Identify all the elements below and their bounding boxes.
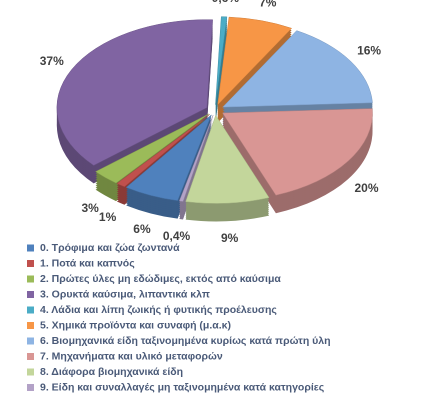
- slice: [178, 115, 214, 202]
- slice: [56, 19, 213, 166]
- data-label: 7%: [259, 0, 277, 10]
- data-label: 0,6%: [212, 0, 240, 5]
- legend-label: 0. Τρόφιμα και ζώα ζωντανά: [40, 242, 180, 254]
- legend-swatch: [27, 384, 34, 391]
- legend-label: 8. Διάφορα βιομηχανικά είδη: [40, 366, 183, 378]
- legend-swatch: [27, 368, 34, 376]
- legend-swatch: [27, 260, 34, 267]
- slice: [125, 114, 212, 201]
- legend-swatch: [27, 337, 34, 345]
- slice: [222, 30, 373, 108]
- slice-side: [215, 22, 227, 111]
- slice: [95, 113, 209, 184]
- slice: [217, 16, 293, 106]
- legend-swatch: [27, 291, 34, 298]
- slice-side: [215, 20, 227, 109]
- data-label: 16%: [357, 44, 381, 58]
- data-label: 0,4%: [163, 229, 191, 243]
- legend-label: 3. Ορυκτά καύσιμα, λιπαντικά κλπ: [40, 288, 210, 300]
- data-label: 1%: [99, 210, 117, 224]
- legend-label: 1. Ποτά και καπνός: [40, 257, 135, 269]
- slice: [222, 108, 373, 196]
- legend-label: 7. Μηχανήματα και υλικό μεταφορών: [40, 350, 223, 362]
- data-label: 9%: [221, 231, 239, 245]
- slice-side: [215, 30, 227, 119]
- slice: [215, 16, 228, 105]
- data-label: 37%: [40, 54, 64, 68]
- legend-label: 6. Βιομηχανικά είδη ταξινομημένα κυρίως …: [40, 335, 331, 347]
- legend-swatch: [27, 322, 34, 329]
- legend-label: 5. Χημικά προϊόντα και συναφή (μ.α.κ): [40, 319, 231, 331]
- legend-label: 4. Λάδια και λίπη ζωικής ή φυτικής προέλ…: [40, 304, 277, 316]
- data-label: 6%: [133, 222, 151, 236]
- data-label: 20%: [355, 181, 379, 195]
- slice-side: [215, 26, 227, 115]
- legend-label: 2. Πρώτες ύλες μη εδώδιμες, εκτός από κα…: [40, 273, 281, 285]
- legend-label: 9. Είδη και συναλλαγές μη ταξινομημένα κ…: [40, 381, 325, 393]
- slice-side: [215, 24, 227, 113]
- legend-swatch: [27, 275, 34, 283]
- slice-side: [215, 28, 227, 117]
- slice: [185, 114, 270, 204]
- data-label: 3%: [82, 201, 100, 215]
- slice: [116, 114, 210, 188]
- legend-swatch: [27, 353, 34, 360]
- legend-swatch: [27, 306, 34, 314]
- legend-swatch: [27, 244, 34, 252]
